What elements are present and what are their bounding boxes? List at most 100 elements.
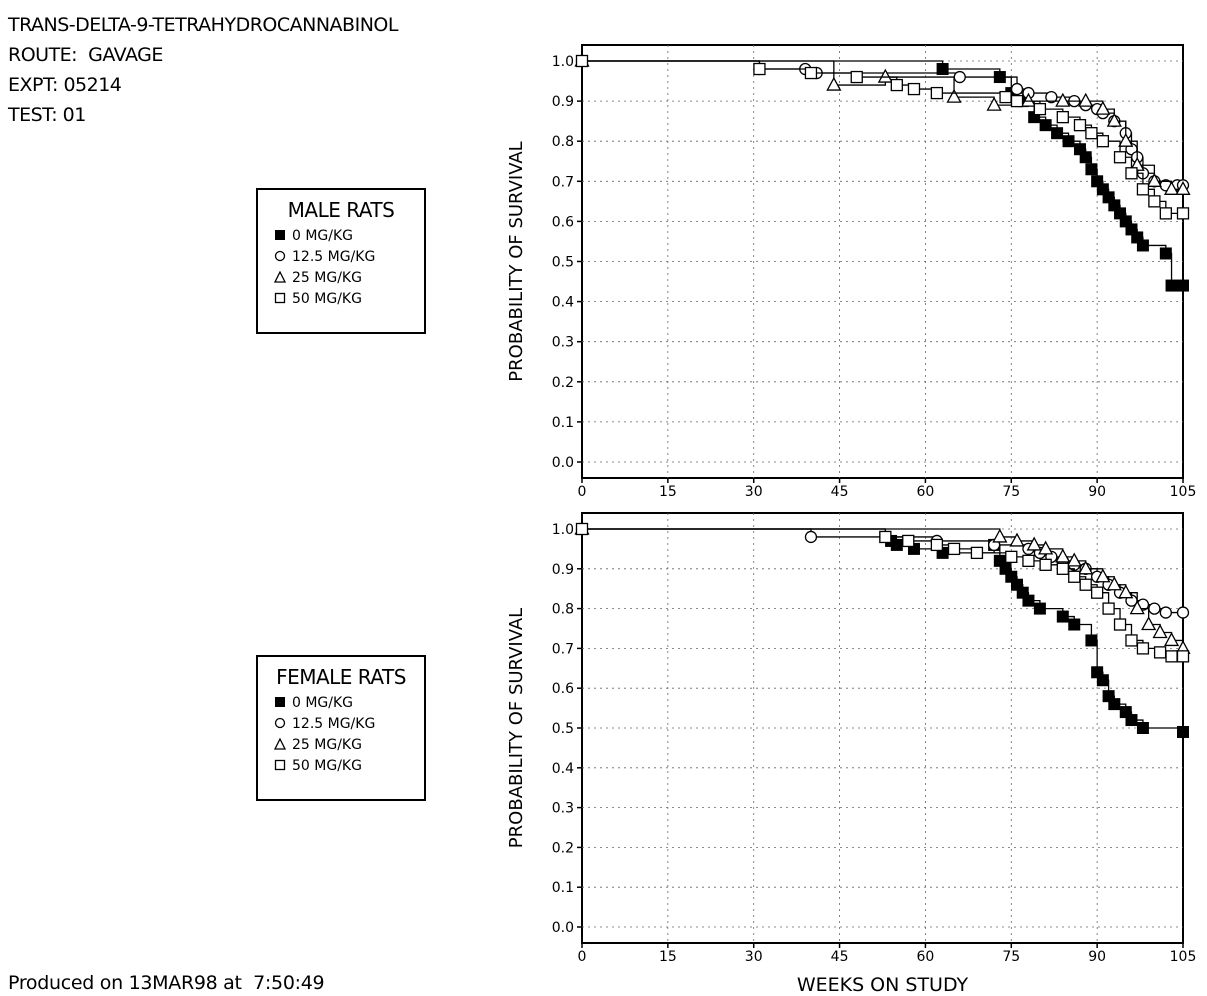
marker-triangle [1026, 536, 1042, 551]
marker-filled-square [1056, 610, 1069, 623]
marker-open-square [753, 62, 766, 76]
marker-filled-square [1068, 618, 1081, 631]
legend-entry: 12.5 MG/KG [274, 714, 424, 735]
marker-triangle [1141, 616, 1157, 631]
marker-triangle [1055, 92, 1071, 107]
y-tick-label: 0.2 [552, 375, 574, 391]
y-tick-label: 0.2 [552, 840, 574, 856]
triangle-icon [273, 737, 287, 750]
marker-filled-square [936, 63, 949, 76]
x-tick-label: 15 [659, 949, 677, 965]
marker-triangle [1078, 92, 1094, 107]
marker-open-square [1125, 167, 1138, 180]
marker-open-square [1176, 207, 1190, 220]
legend-entry: 50 MG/KG [274, 289, 424, 310]
marker-open-square [1033, 102, 1047, 116]
marker-triangle [1095, 100, 1111, 115]
marker-triangle [826, 76, 842, 91]
x-tick-label: 0 [578, 949, 587, 965]
marker-open-square [1068, 570, 1081, 583]
legend-entry: 50 MG/KG [274, 756, 424, 777]
marker-filled-square [1177, 725, 1189, 738]
experiment-label: EXPT: 05214 [8, 74, 122, 96]
legend-entry-label: 50 MG/KG [292, 291, 362, 307]
marker-triangle [1163, 632, 1180, 647]
filled-square-icon [275, 230, 285, 240]
marker-filled-square [1079, 151, 1092, 164]
marker-circle [804, 530, 818, 544]
y-tick-label: 1.0 [552, 522, 574, 538]
test-label: TEST: 01 [8, 104, 86, 126]
y-tick-label: 0.1 [552, 415, 574, 431]
x-tick-label: 90 [1088, 484, 1106, 500]
open-square-icon [274, 292, 286, 304]
y-tick-label: 0.0 [552, 455, 574, 471]
marker-triangle [1152, 624, 1168, 639]
marker-triangle [1038, 540, 1054, 555]
marker-filled-square [1096, 674, 1109, 687]
marker-open-square [947, 542, 961, 556]
marker-open-square [890, 78, 903, 92]
marker-triangle [877, 68, 893, 83]
y-tick-label: 0.6 [552, 214, 574, 230]
marker-open-square [999, 90, 1012, 104]
x-tick-label: 105 [1170, 484, 1197, 500]
y-tick-label: 0.8 [552, 602, 574, 618]
marker-open-square [1005, 550, 1018, 564]
marker-filled-square [890, 538, 903, 551]
x-tick-label: 45 [831, 949, 849, 965]
x-tick-label: 30 [745, 949, 763, 965]
marker-open-square [1010, 94, 1024, 108]
marker-open-square [930, 86, 944, 100]
marker-filled-square [1108, 698, 1121, 711]
marker-filled-square [1062, 135, 1075, 148]
marker-circle [1176, 606, 1190, 619]
x-tick-label: 30 [745, 484, 763, 500]
marker-open-square [1136, 183, 1150, 196]
y-tick-label: 0.6 [552, 681, 574, 697]
marker-open-square [1159, 207, 1172, 220]
marker-open-square [1079, 578, 1092, 591]
route-label: ROUTE: GAVAGE [8, 44, 163, 66]
legend-entry-label: 25 MG/KG [292, 270, 362, 286]
marker-open-square [1165, 650, 1178, 663]
marker-open-square [1176, 650, 1190, 663]
marker-filled-square [1165, 279, 1178, 292]
legend-entry-label: 0 MG/KG [292, 695, 354, 711]
marker-open-square [1022, 554, 1035, 567]
y-tick-label: 0.7 [552, 641, 574, 657]
marker-open-square [1085, 127, 1098, 140]
marker-open-square [1073, 119, 1087, 132]
legend-entry: 25 MG/KG [273, 735, 424, 756]
produced-timestamp: Produced on 13MAR98 at 7:50:49 [8, 972, 325, 994]
y-axis-label: PROBABILITY OF SURVIVAL [506, 141, 527, 381]
circle-icon [274, 250, 286, 262]
y-tick-label: 1.0 [552, 54, 574, 70]
x-tick-label: 60 [917, 949, 935, 965]
marker-open-square [804, 66, 818, 80]
legend-entry-label: 25 MG/KG [292, 737, 362, 753]
y-tick-label: 0.5 [552, 721, 574, 737]
x-tick-label: 0 [578, 484, 587, 500]
y-tick-label: 0.3 [552, 335, 574, 351]
marker-circle [953, 70, 966, 84]
marker-filled-square [1136, 722, 1149, 734]
marker-circle [1010, 82, 1024, 96]
marker-triangle [1163, 180, 1180, 195]
legend-entry-label: 50 MG/KG [292, 758, 362, 774]
marker-triangle [1118, 132, 1134, 147]
marker-open-square [850, 70, 863, 84]
marker-filled-square [1159, 247, 1172, 260]
marker-filled-square [1085, 163, 1098, 176]
marker-triangle [1020, 92, 1037, 107]
series-line-open-square [582, 60, 1183, 215]
marker-filled-square [1136, 239, 1149, 252]
marker-triangle [1055, 548, 1071, 563]
open-square-icon [274, 759, 286, 771]
female-legend-title: FEMALE RATS [276, 665, 406, 689]
marker-open-square [970, 546, 984, 560]
marker-filled-square [1125, 714, 1138, 727]
marker-open-square [1056, 562, 1069, 575]
marker-circle [1159, 606, 1172, 619]
